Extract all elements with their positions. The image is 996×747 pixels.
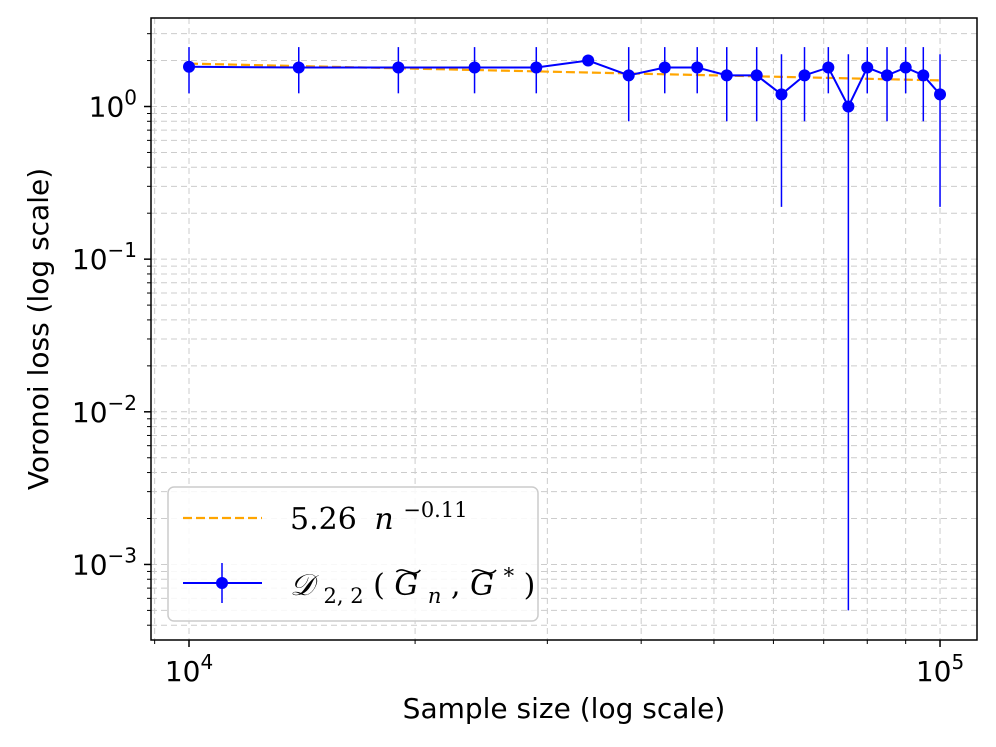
y-tick-base: 10 (72, 243, 108, 276)
legend-series-g1: G (394, 568, 418, 603)
legend-fit-label: 5.26 n −0.11 (290, 498, 468, 537)
legend-tilde-g1 (395, 569, 421, 574)
data-point (468, 61, 481, 74)
legend-series-comma: , (451, 568, 470, 603)
legend-series-d: 𝒟 (290, 568, 319, 603)
data-point (899, 61, 912, 74)
data-point (720, 69, 733, 82)
legend: 5.26 n −0.11 𝒟 2, 2 ( G n , G * ) (167, 486, 539, 622)
data-point (658, 61, 671, 74)
data-point (622, 69, 635, 82)
data-point (582, 54, 595, 67)
legend-series-label: 𝒟 2, 2 ( G n , G * ) (290, 556, 535, 611)
y-tick-label: 100 (89, 86, 137, 124)
data-point (292, 61, 305, 74)
grid-layer (151, 18, 977, 640)
data-point (881, 69, 894, 82)
data-point (183, 60, 196, 73)
legend-series-g2: G (470, 568, 494, 603)
y-tick-label: 10−3 (72, 543, 137, 581)
x-tick-base: 10 (916, 655, 952, 688)
legend-fit-var: n (374, 502, 393, 537)
y-tick-exp: −2 (108, 391, 137, 415)
data-point (842, 100, 855, 113)
y-tick-exp: 0 (124, 86, 137, 110)
y-tick-label: 10−2 (72, 391, 137, 429)
legend-tilde-g2 (471, 569, 497, 574)
x-tick-label: 104 (165, 650, 213, 688)
y-axis-label: Voronoi loss (log scale) (22, 168, 55, 490)
y-tick-base: 10 (89, 91, 125, 124)
legend-box (167, 486, 539, 622)
data-point (775, 88, 788, 101)
data-point (861, 61, 874, 74)
y-tick-exp: −3 (108, 543, 137, 567)
y-tick-label: 10−1 (72, 238, 137, 276)
legend-series-marker (216, 577, 228, 589)
data-point (917, 69, 930, 82)
legend-fit-coef: 5.26 (290, 502, 357, 537)
data-point (798, 69, 811, 82)
legend-series-sub1: n (428, 584, 442, 608)
data-point (934, 88, 947, 101)
y-tick-base: 10 (72, 396, 108, 429)
x-axis-label: Sample size (log scale) (403, 692, 726, 725)
x-tick-exp: 4 (200, 650, 213, 674)
x-tick-base: 10 (165, 655, 201, 688)
legend-series-sup2: * (504, 564, 515, 588)
y-tick-exp: −1 (108, 238, 137, 262)
plot-frame (150, 17, 978, 641)
y-tick-base: 10 (72, 548, 108, 581)
x-tick-label: 105 (916, 650, 964, 688)
x-tick-exp: 5 (951, 650, 964, 674)
data-point (530, 61, 543, 74)
data-point (822, 61, 835, 74)
data-point (750, 69, 763, 82)
legend-series-open: ( (373, 568, 385, 603)
legend-fit-exp: −0.11 (403, 498, 467, 522)
legend-series-sub: 2, 2 (324, 584, 364, 608)
series-layer (183, 47, 947, 611)
legend-series-close: ) (524, 568, 536, 603)
data-point (392, 61, 405, 74)
data-point (691, 61, 704, 74)
